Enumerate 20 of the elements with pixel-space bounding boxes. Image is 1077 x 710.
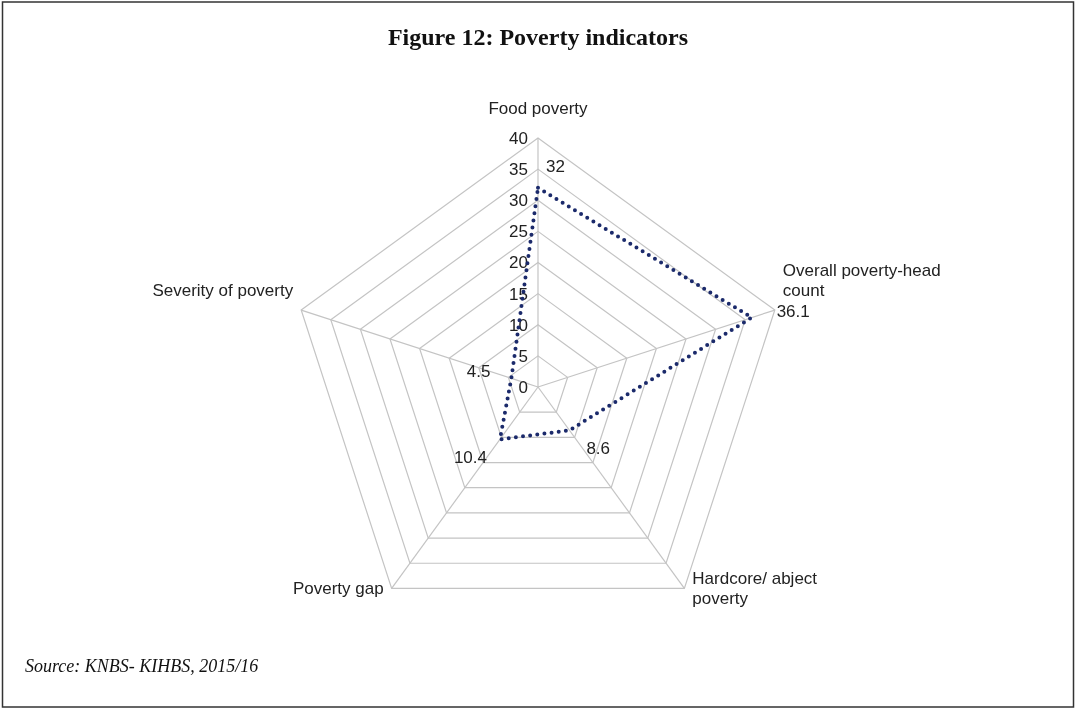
y-tick-label: 10 (509, 315, 528, 335)
spoke-label: Hardcore/ abject poverty (692, 569, 818, 609)
spoke-label: Overall poverty-head count (782, 261, 941, 301)
data-label: 4.5 (466, 362, 491, 382)
source-note: Source: KNBS- KIHBS, 2015/16 (25, 656, 259, 676)
spoke-label: Food poverty (488, 99, 589, 118)
y-tick-label: 0 (518, 377, 528, 397)
y-tick-label: 25 (509, 222, 528, 242)
y-tick-label: 40 (509, 128, 528, 148)
data-label: 8.6 (586, 439, 611, 459)
y-tick-label: 30 (509, 191, 528, 211)
y-tick-label: 35 (509, 160, 528, 180)
spoke-label: Poverty gap (292, 579, 384, 599)
data-label: 32 (546, 156, 565, 176)
data-label: 36.1 (776, 301, 810, 321)
y-tick-label: 5 (518, 346, 528, 366)
y-tick-label: 20 (509, 253, 528, 273)
spoke-label: Severity of poverty (152, 281, 294, 301)
chart-title: Figure 12: Poverty indicators (387, 24, 689, 50)
data-label: 10.4 (453, 448, 488, 468)
